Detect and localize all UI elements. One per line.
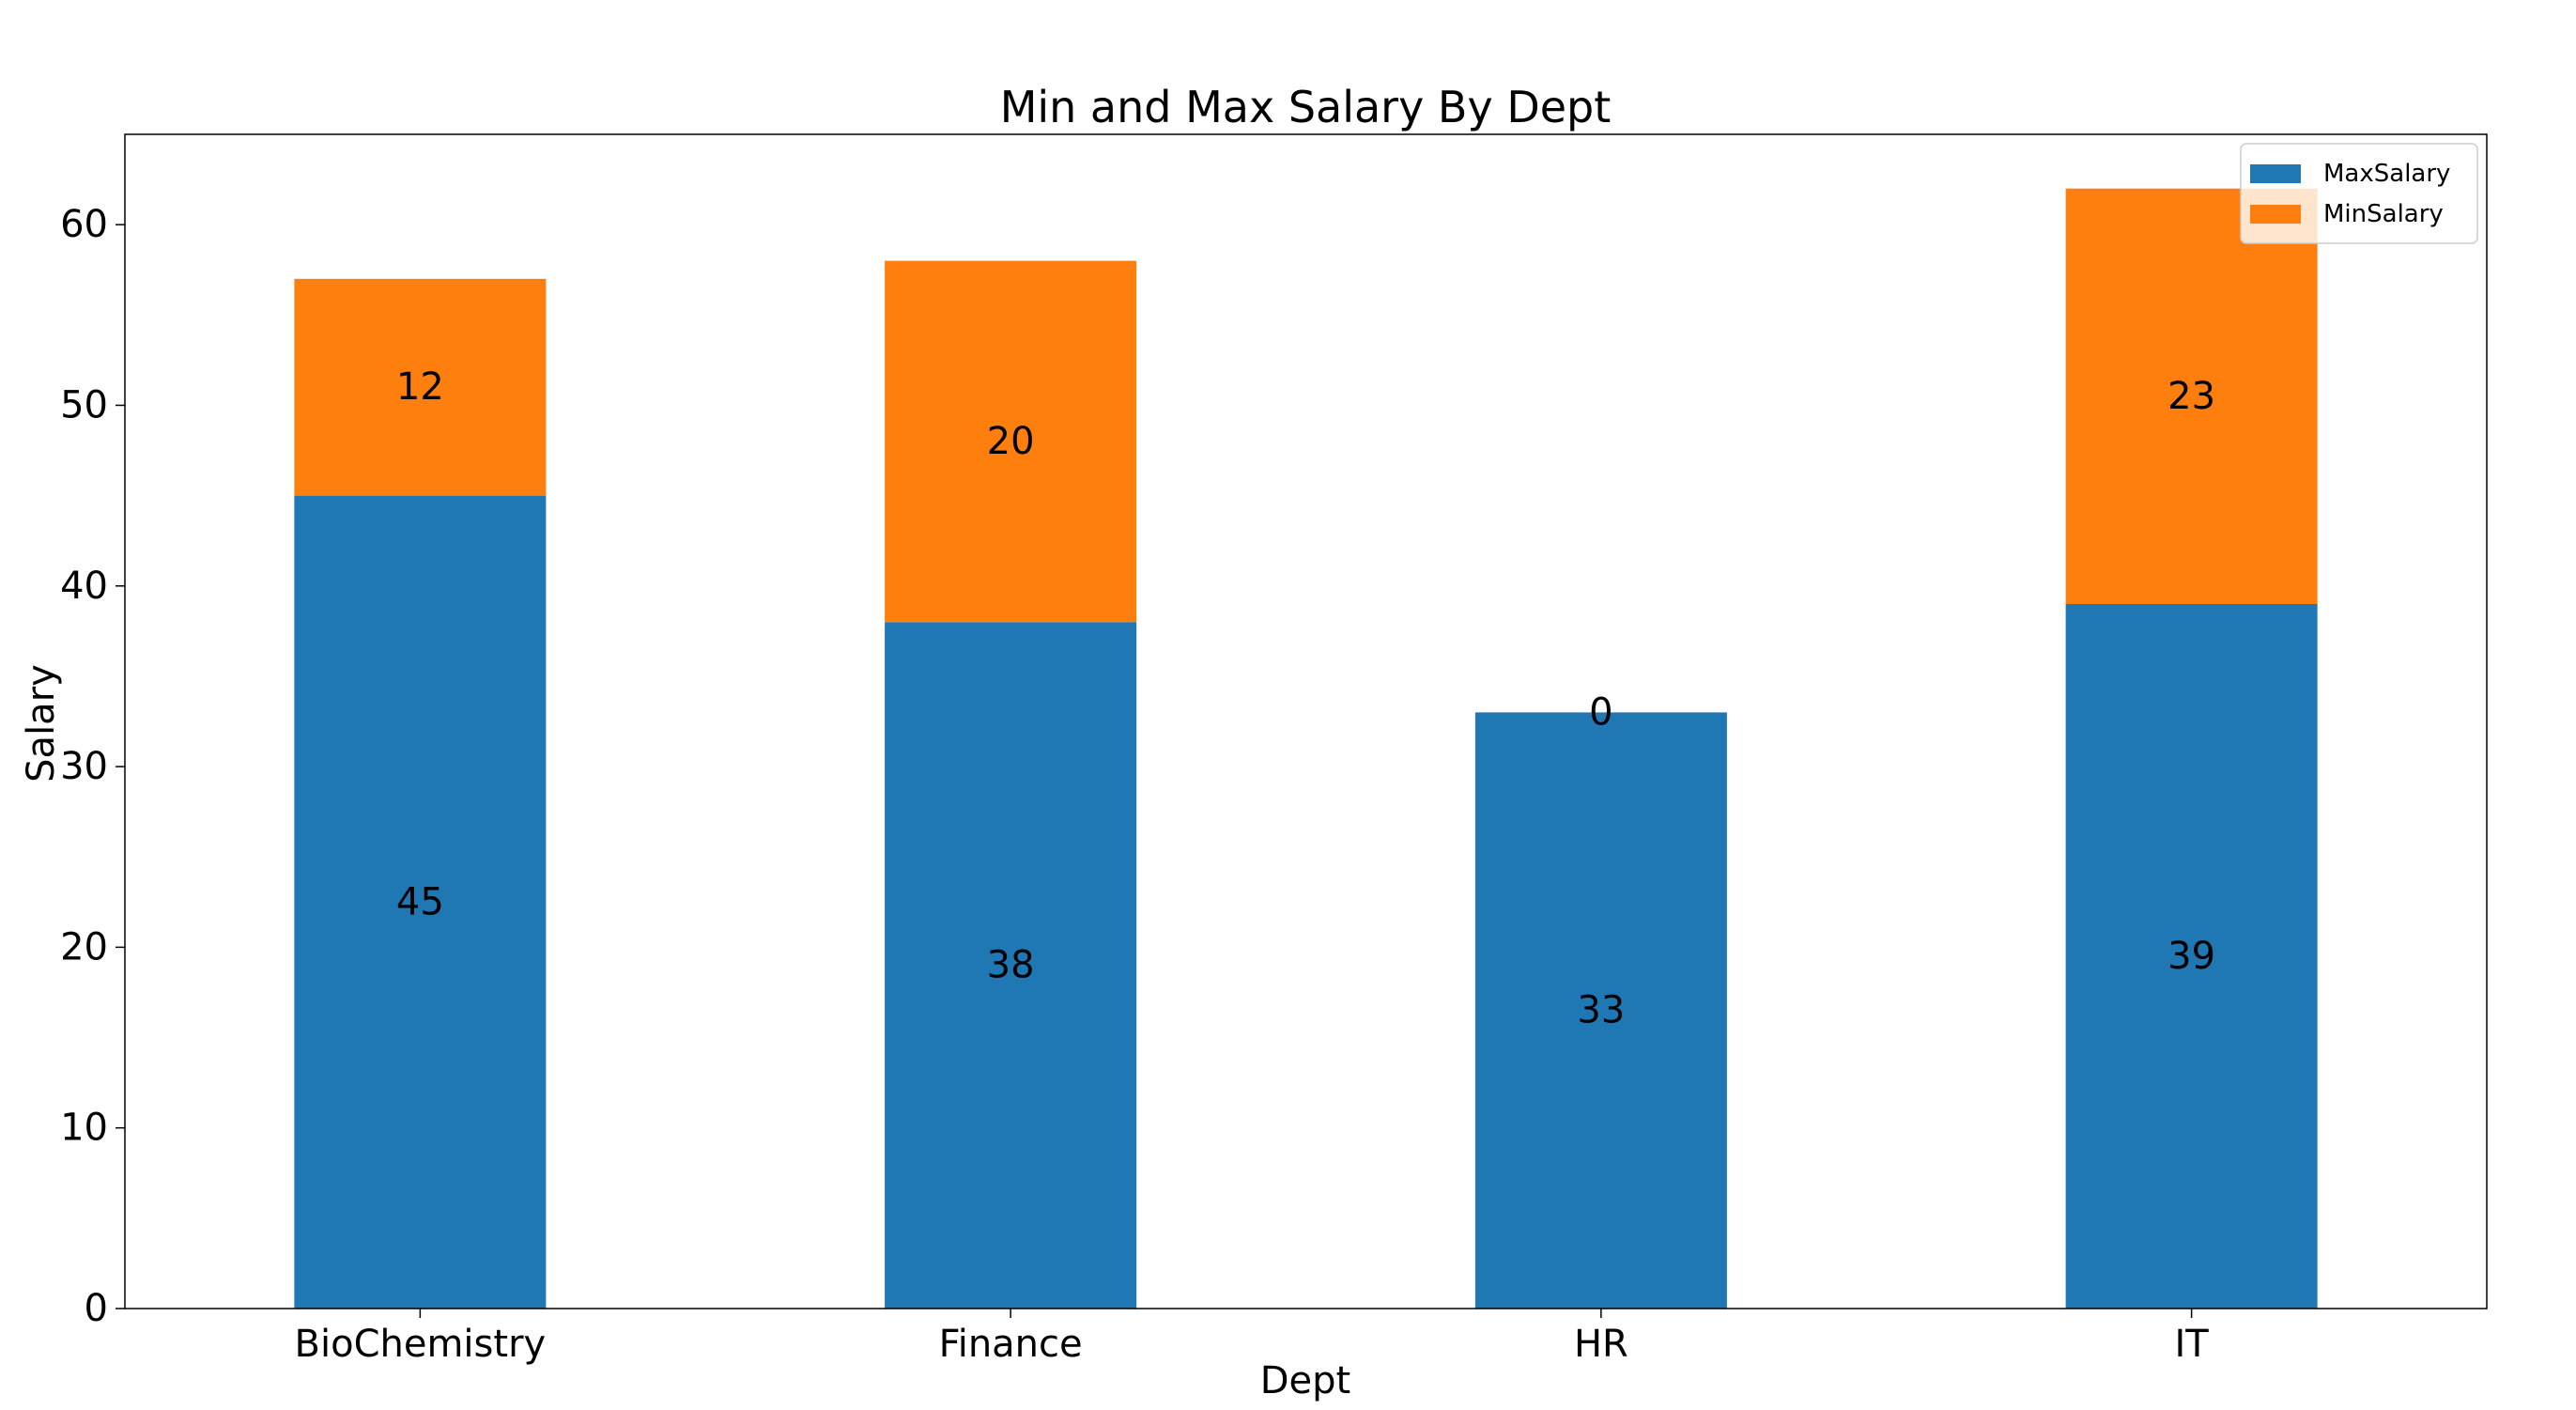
legend-label-minsalary: MinSalary — [2323, 200, 2444, 228]
bar-maxsalary-finance — [885, 622, 1137, 1309]
bar-minsalary-finance — [885, 260, 1137, 623]
legend-swatch-minsalary — [2250, 205, 2301, 224]
plot-area: 45 12 BioChemistry 38 20 Finance 33 0 HR 39 23 IT 0 1… — [60, 133, 2488, 1366]
y-axis-label: Salary — [20, 664, 63, 782]
bar-maxsalary-biochemistry — [294, 495, 547, 1309]
x-tick-label: BioChemistry — [295, 1323, 547, 1366]
legend-swatch-maxsalary — [2250, 164, 2301, 183]
bar-value-label: 20 — [987, 420, 1035, 463]
bar-value-label: 45 — [396, 880, 444, 923]
bar-value-label: 23 — [2167, 375, 2215, 418]
plot-frame — [124, 133, 2488, 1309]
y-tick-label: 60 — [60, 203, 108, 246]
chart-title: Min and Max Salary By Dept — [1000, 82, 1612, 132]
y-tick-label: 20 — [60, 925, 108, 968]
bar-maxsalary-it — [2065, 604, 2318, 1309]
bar-maxsalary-hr — [1474, 712, 1727, 1309]
x-tick-label: HR — [1574, 1323, 1628, 1366]
y-tick-label: 10 — [60, 1107, 108, 1150]
y-tick-label: 0 — [85, 1287, 108, 1330]
y-tick-label: 30 — [60, 745, 108, 788]
bar-minsalary-it — [2065, 188, 2318, 604]
bar-value-label: 33 — [1577, 989, 1625, 1032]
x-axis-label: Dept — [1260, 1359, 1350, 1402]
y-tick-label: 50 — [60, 383, 108, 426]
y-tick-label: 40 — [60, 565, 108, 608]
legend: MaxSalary MinSalary — [2240, 143, 2478, 244]
bar-value-label: 12 — [396, 365, 444, 409]
legend-box — [2240, 143, 2478, 244]
bar-value-label: 0 — [1589, 690, 1612, 734]
bar-value-label: 39 — [2167, 935, 2215, 978]
x-tick-label: Finance — [939, 1323, 1083, 1366]
x-tick-label: IT — [2175, 1323, 2210, 1366]
legend-label-maxsalary: MaxSalary — [2323, 160, 2450, 188]
bar-minsalary-biochemistry — [294, 278, 547, 496]
bar-value-label: 38 — [987, 944, 1035, 987]
